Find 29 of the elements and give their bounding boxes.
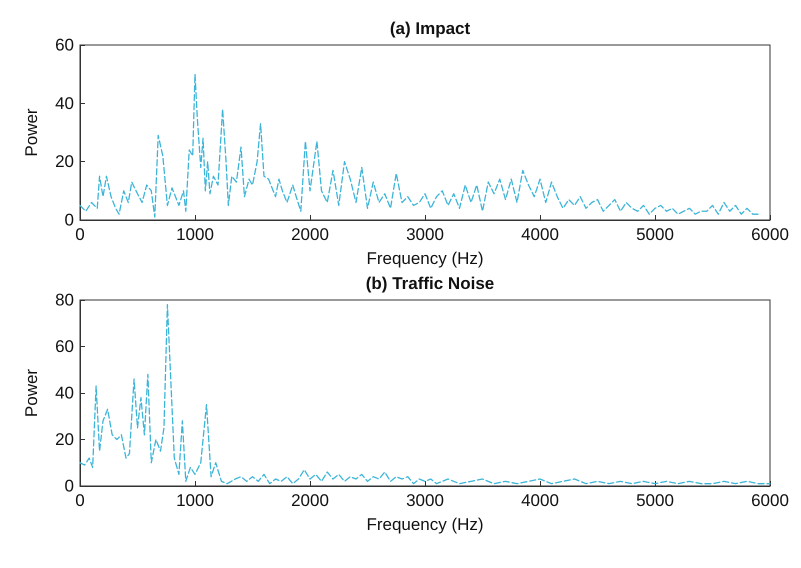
x-tick-label: 3000 — [406, 225, 444, 244]
y-tick-label: 20 — [55, 430, 74, 449]
y-tick-label: 20 — [55, 152, 74, 172]
x-tick-label: 4000 — [521, 491, 559, 510]
y-tick-label: 0 — [64, 210, 74, 230]
x-tick-label: 3000 — [406, 491, 444, 510]
y-tick-label: 40 — [55, 94, 74, 113]
chart-title: (a) Impact — [390, 19, 470, 38]
x-tick-label: 2000 — [291, 491, 329, 510]
x-axis-title: Frequency (Hz) — [366, 249, 484, 268]
x-tick-label: 5000 — [636, 225, 674, 244]
x-tick-label: 1000 — [176, 225, 214, 244]
line-series — [79, 304, 771, 484]
y-tick-label: 60 — [55, 36, 74, 54]
x-tick-label: 4000 — [521, 225, 559, 244]
y-axis-title: Power — [22, 368, 41, 418]
y-tick-label: 80 — [55, 290, 74, 310]
x-tick-label: 5000 — [636, 491, 674, 510]
y-tick-label: 0 — [64, 476, 74, 496]
x-axis-title: Frequency (Hz) — [366, 515, 484, 534]
y-tick-label: 40 — [55, 384, 74, 402]
x-tick-label: 6000 — [751, 225, 789, 244]
y-tick-label: 60 — [55, 337, 74, 356]
y-axis-title: Power — [22, 108, 41, 157]
chart-title: (b) Traffic Noise — [366, 274, 494, 293]
line-series — [79, 74, 760, 218]
x-tick-label: 1000 — [176, 491, 214, 510]
x-tick-label: 6000 — [751, 491, 789, 510]
x-tick-label: 2000 — [291, 225, 329, 244]
